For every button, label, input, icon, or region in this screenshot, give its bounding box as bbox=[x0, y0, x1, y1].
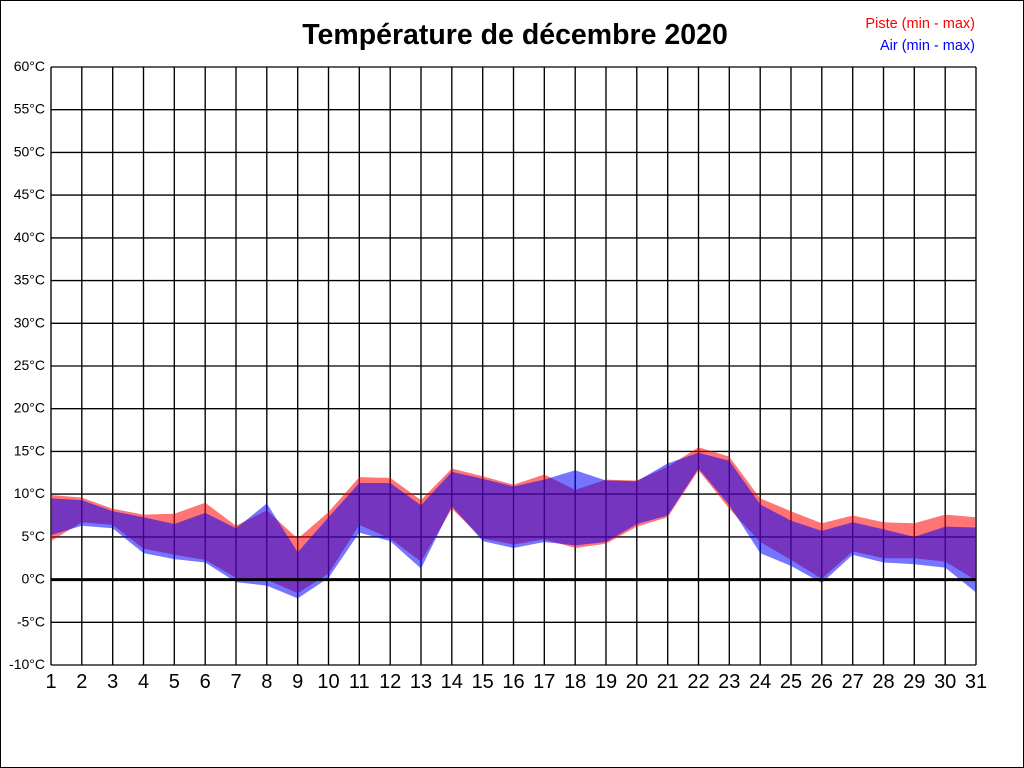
svg-text:40°C: 40°C bbox=[14, 229, 45, 245]
svg-text:5°C: 5°C bbox=[22, 528, 46, 544]
svg-text:4: 4 bbox=[138, 671, 149, 693]
svg-text:25°C: 25°C bbox=[14, 357, 45, 373]
svg-text:2: 2 bbox=[76, 671, 87, 693]
svg-text:15: 15 bbox=[472, 671, 494, 693]
svg-text:5: 5 bbox=[169, 671, 180, 693]
svg-text:15°C: 15°C bbox=[14, 442, 45, 458]
svg-text:14: 14 bbox=[441, 671, 463, 693]
svg-text:21: 21 bbox=[657, 671, 679, 693]
svg-text:45°C: 45°C bbox=[14, 186, 45, 202]
svg-text:23: 23 bbox=[718, 671, 740, 693]
svg-text:17: 17 bbox=[533, 671, 555, 693]
svg-text:-5°C: -5°C bbox=[17, 613, 45, 629]
svg-text:27: 27 bbox=[842, 671, 864, 693]
svg-text:16: 16 bbox=[502, 671, 524, 693]
svg-text:19: 19 bbox=[595, 671, 617, 693]
svg-text:10: 10 bbox=[317, 671, 339, 693]
svg-text:9: 9 bbox=[292, 671, 303, 693]
svg-text:50°C: 50°C bbox=[14, 143, 45, 159]
svg-text:18: 18 bbox=[564, 671, 586, 693]
svg-text:10°C: 10°C bbox=[14, 485, 45, 501]
svg-text:28: 28 bbox=[872, 671, 894, 693]
svg-text:22: 22 bbox=[687, 671, 709, 693]
svg-text:8: 8 bbox=[261, 671, 272, 693]
svg-text:26: 26 bbox=[811, 671, 833, 693]
svg-text:25: 25 bbox=[780, 671, 802, 693]
svg-text:0°C: 0°C bbox=[22, 571, 46, 587]
svg-text:29: 29 bbox=[903, 671, 925, 693]
svg-text:Température de décembre 2020: Température de décembre 2020 bbox=[302, 19, 728, 51]
svg-text:31: 31 bbox=[965, 671, 987, 693]
svg-text:11: 11 bbox=[349, 671, 370, 693]
svg-text:Air (min - max): Air (min - max) bbox=[880, 38, 975, 54]
svg-text:3: 3 bbox=[107, 671, 118, 693]
svg-text:20: 20 bbox=[626, 671, 648, 693]
svg-text:6: 6 bbox=[200, 671, 211, 693]
svg-text:12: 12 bbox=[379, 671, 401, 693]
svg-text:1: 1 bbox=[45, 671, 56, 693]
svg-text:24: 24 bbox=[749, 671, 771, 693]
svg-text:20°C: 20°C bbox=[14, 400, 45, 416]
svg-text:35°C: 35°C bbox=[14, 272, 45, 288]
svg-text:7: 7 bbox=[230, 671, 241, 693]
svg-text:-10°C: -10°C bbox=[9, 656, 45, 672]
svg-text:60°C: 60°C bbox=[14, 58, 45, 74]
svg-text:55°C: 55°C bbox=[14, 101, 45, 117]
svg-text:30°C: 30°C bbox=[14, 314, 45, 330]
svg-text:13: 13 bbox=[410, 671, 432, 693]
svg-text:Piste (min - max): Piste (min - max) bbox=[865, 16, 975, 32]
svg-text:30: 30 bbox=[934, 671, 956, 693]
